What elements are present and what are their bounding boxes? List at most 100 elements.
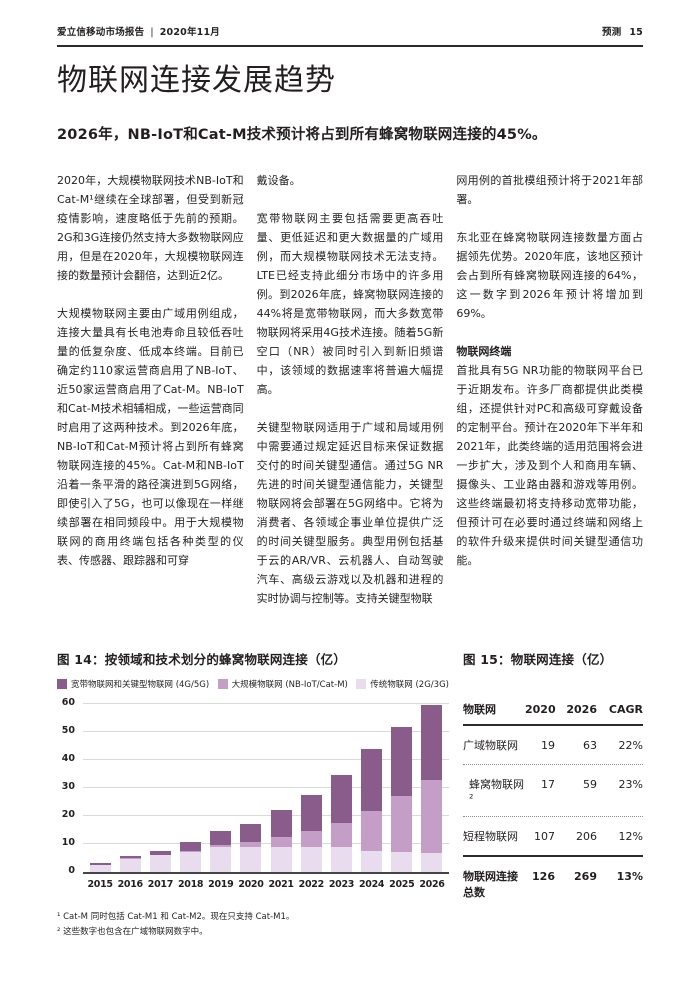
x-axis-tick-label: 2022 — [298, 878, 325, 890]
bar-slot — [145, 704, 175, 872]
y-gridline — [83, 758, 449, 760]
bar-segment — [391, 726, 413, 796]
x-axis-labels: 2015 2016 2017 2018 2019 2020 2021 2022 2023 2024… — [83, 879, 449, 890]
y-axis-tick-label: 40 — [61, 752, 75, 764]
table-row: 蜂窝物联网² 17 59 23% — [463, 765, 643, 817]
stacked-bar-2026 — [421, 704, 443, 872]
chart-plot-area: 0 10 20 30 40 50 60 — [62, 697, 449, 876]
bar-segment — [210, 846, 232, 872]
stacked-bar-2024 — [361, 748, 383, 872]
x-axis-tick-label: 2017 — [147, 878, 174, 890]
section-label: 预测 — [601, 27, 622, 38]
header-rule — [57, 45, 643, 47]
row-label: 蜂窝物联网² — [469, 777, 524, 805]
body-paragraph: 戴设备。 — [256, 173, 301, 187]
cell-cagr: 23% — [618, 777, 643, 791]
bar-segment — [119, 858, 141, 872]
y-axis-tick-label: 50 — [61, 724, 75, 736]
footnote-1: ¹ Cat-M 同时包括 Cat-M1 和 Cat-M2。现在只支持 Cat-M… — [57, 911, 295, 922]
total-2026: 269 — [574, 869, 597, 883]
bar-slot — [357, 704, 387, 872]
bar-segment — [270, 809, 292, 838]
x-axis-tick-label: 2020 — [238, 878, 264, 890]
figure-14-title: 图 14：按领域和技术划分的蜂窝物联网连接（亿） — [57, 651, 347, 667]
bar-segment — [89, 862, 111, 865]
table-header-row: 物联网 2020 2026 CAGR — [463, 697, 643, 726]
x-axis-tick-label: 2024 — [359, 878, 385, 890]
x-axis-tick-label: 2026 — [419, 878, 445, 890]
footnotes: ¹ Cat-M 同时包括 Cat-M1 和 Cat-M2。现在只支持 Cat-M… — [57, 910, 449, 940]
body-paragraph: 首批具有5G NR功能的物联网平台已于近期发布。许多厂商都提供此类模组，还提供针… — [456, 363, 644, 567]
page-title: 物联网连接发展趋势 — [57, 63, 336, 98]
row-label: 短程物联网 — [463, 829, 518, 843]
text-column-1: 2020年，大规模物联网技术NB-IoT和Cat-M¹继续在全球部署，但受到新冠… — [57, 171, 244, 589]
stacked-bar-2020 — [240, 823, 262, 872]
text-column-2: 戴设备。宽带物联网主要包括需要更高吞吐量、更低延迟和更大数据量的广域用例，而大规… — [257, 171, 444, 627]
body-paragraph: 东北亚在蜂窝物联网连接数量方面占据领先优势。2020年底，该地区预计会占到所有蜂… — [456, 230, 644, 320]
legend-swatch-icon — [356, 678, 367, 689]
bars-layer — [83, 704, 449, 872]
table-row: 短程物联网 107 206 12% — [463, 817, 643, 857]
cell-2026: 59 — [583, 777, 597, 791]
body-paragraph: 网用例的首批模组预计将于2021年部署。 — [456, 173, 644, 206]
header-right: 预测 15 — [602, 24, 643, 38]
bar-segment — [149, 851, 171, 855]
y-gridline — [83, 730, 449, 732]
bar-segment — [300, 831, 322, 848]
body-paragraph: 大规模物联网主要由广域用例组成，连接大量具有长电池寿命且较低吞吐量的低复杂度、低… — [57, 306, 244, 567]
bar-segment — [210, 831, 232, 845]
body-paragraph: 2020年，大规模物联网技术NB-IoT和Cat-M¹继续在全球部署，但受到新冠… — [57, 173, 244, 282]
y-axis-tick-label: 0 — [68, 864, 75, 876]
bar-segment — [270, 847, 292, 872]
cell-2020: 107 — [534, 829, 555, 843]
bar-segment — [391, 795, 413, 852]
body-paragraph: 关键型物联网适用于广域和局域用例中需要通过规定延迟目标来保证数据交付的时间关键型… — [256, 420, 444, 605]
table-total-row: 物联网连接总数 126 269 13% — [463, 857, 643, 911]
header-left: 爱立信移动市场报告 | 2020年11月 — [57, 24, 220, 38]
body-paragraph: 宽带物联网主要包括需要更高吞吐量、更低延迟和更大数据量的广域用例，而大规模物联网… — [256, 211, 444, 396]
column-header-2026: 2026 — [566, 702, 597, 716]
table-row: 广域物联网 19 63 22% — [463, 726, 643, 765]
bar-segment — [300, 847, 322, 872]
bar-slot — [417, 704, 447, 872]
stacked-bar-2022 — [300, 794, 322, 872]
bar-segment — [180, 850, 202, 852]
stacked-bar-2018 — [180, 842, 202, 872]
section-heading: 物联网终端 — [456, 344, 512, 358]
bar-segment — [180, 851, 202, 872]
chart-legend: 宽带物联网和关键型物联网 (4G/5G) 大规模物联网 (NB-IoT/Cat-M… — [57, 678, 449, 690]
stacked-bar-2023 — [330, 774, 352, 872]
stacked-bar-2021 — [270, 809, 292, 872]
bar-segment — [180, 842, 202, 851]
bar-segment — [270, 837, 292, 848]
legend-item: 宽带物联网和关键型物联网 (4G/5G) — [57, 678, 209, 690]
bar-segment — [149, 855, 171, 872]
bar-segment — [210, 844, 232, 847]
page-header: 爱立信移动市场报告 | 2020年11月 预测 15 — [57, 24, 643, 38]
bar-segment — [240, 842, 262, 848]
stacked-bar-2015 — [89, 862, 111, 872]
x-axis-tick-label: 2018 — [177, 878, 204, 890]
bar-segment — [330, 822, 352, 848]
row-label: 广域物联网 — [463, 738, 518, 752]
legend-item: 传统物联网 (2G/3G) — [356, 678, 449, 690]
report-date: 2020年11月 — [159, 27, 220, 38]
text-column-3: 网用例的首批模组预计将于2021年部署。东北亚在蜂窝物联网连接数量方面占据领先优… — [456, 171, 643, 589]
stacked-bar-2025 — [391, 726, 413, 872]
figure-14-chart: 图 14：按领域和技术划分的蜂窝物联网连接（亿） 宽带物联网和关键型物联网 (4… — [57, 649, 449, 940]
footnote-2: ² 这些数字也包含在广域物联网数字中。 — [57, 926, 208, 937]
legend-label: 大规模物联网 (NB-IoT/Cat-M) — [231, 679, 348, 690]
bar-slot — [387, 704, 417, 872]
cell-2020: 17 — [541, 777, 555, 791]
total-label: 物联网连接总数 — [463, 869, 518, 899]
legend-swatch-icon — [57, 678, 67, 689]
y-gridline — [83, 786, 449, 788]
cell-2020: 19 — [541, 738, 555, 752]
x-axis-tick-label: 2021 — [268, 878, 294, 890]
bar-segment — [361, 810, 383, 851]
cell-cagr: 22% — [618, 738, 643, 752]
bar-slot — [326, 704, 356, 872]
y-gridline — [83, 842, 449, 844]
stacked-bar-2017 — [149, 851, 171, 872]
